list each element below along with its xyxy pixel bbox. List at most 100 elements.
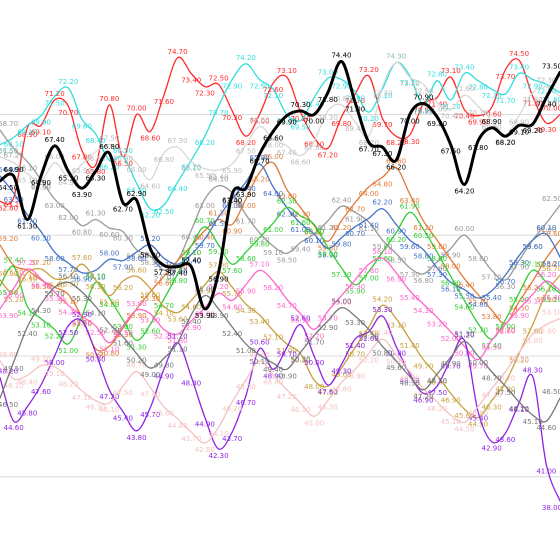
data-label: 52.60: [495, 328, 515, 336]
data-label: 71.60: [154, 98, 174, 106]
data-label: 67.80: [468, 144, 488, 152]
data-label: 50.20: [290, 357, 310, 365]
data-label: 45.40: [113, 415, 133, 423]
data-label: 48.90: [154, 372, 174, 380]
data-label: 47.50: [318, 389, 338, 397]
data-label: 57.40: [181, 257, 201, 265]
data-label: 56.30: [86, 283, 106, 291]
data-label: 59.60: [427, 243, 447, 251]
data-label: 52.60: [290, 315, 310, 323]
data-label: 72.10: [482, 92, 502, 100]
data-label: 61.90: [345, 215, 365, 223]
data-label: 57.60: [72, 254, 92, 262]
data-label: 60.20: [249, 236, 269, 244]
data-label: 69.60: [72, 122, 92, 130]
data-label: 66.20: [99, 163, 119, 171]
data-label: 59.80: [331, 241, 351, 249]
data-label: 63.00: [222, 202, 242, 210]
data-label: 50.30: [509, 355, 529, 363]
data-label: 51.30: [454, 330, 474, 338]
data-label: 58.00: [99, 249, 119, 257]
series-3: 66.5066.0065.1064.5066.0064.9065.9066.90…: [0, 53, 560, 192]
data-label: 46.90: [441, 396, 461, 404]
data-label: 64.90: [4, 166, 24, 174]
data-label: 62.20: [140, 212, 160, 220]
data-label: 48.70: [482, 375, 502, 383]
data-label: 59.60: [542, 230, 560, 238]
data-label: 67.00: [72, 154, 92, 162]
data-label: 61.10: [359, 225, 379, 233]
data-label: 58.00: [441, 262, 461, 270]
data-label: 60.70: [345, 230, 365, 238]
data-label: 55.20: [536, 296, 556, 304]
data-label: 43.70: [222, 435, 242, 443]
data-label: 53.10: [386, 322, 406, 330]
data-label: 59.10: [181, 249, 201, 257]
data-label: 60.40: [181, 233, 201, 241]
data-label: 46.20: [509, 405, 529, 413]
data-label: 59.80: [249, 241, 269, 249]
data-label: 48.30: [400, 380, 420, 388]
data-label: 56.80: [168, 277, 188, 285]
data-label: 56.40: [45, 282, 65, 290]
series-line: [0, 317, 560, 444]
data-label: 42.30: [209, 452, 229, 460]
data-label: 55.70: [45, 290, 65, 298]
data-label: 53.30: [345, 319, 365, 327]
data-label: 67.80: [304, 144, 324, 152]
data-label: 60.10: [536, 224, 556, 232]
data-label: 73.10: [400, 80, 420, 88]
data-label: 62.30: [277, 197, 297, 205]
data-label: 69.90: [468, 119, 488, 127]
data-label: 62.70: [113, 206, 133, 214]
data-label: 72.30: [372, 90, 392, 98]
data-label: 69.20: [523, 127, 543, 135]
data-label: 68.40: [86, 137, 106, 145]
data-label: 62.40: [331, 196, 351, 204]
data-label: 46.90: [413, 396, 433, 404]
data-label: 54.60: [454, 303, 474, 311]
data-label: 56.20: [536, 271, 556, 279]
data-label: 54.80: [99, 301, 119, 309]
data-label: 51.10: [99, 346, 119, 354]
data-label: 49.60: [386, 364, 406, 372]
series-0: 64.5064.9061.3064.9067.4065.3063.9065.30…: [0, 51, 560, 320]
data-label: 59.20: [209, 248, 229, 256]
data-label: 50.70: [277, 351, 297, 359]
data-label: 60.60: [99, 231, 119, 239]
data-label: 70.70: [468, 109, 488, 117]
data-label: 54.20: [372, 295, 392, 303]
series-line: [0, 257, 560, 361]
data-label: 73.50: [542, 62, 560, 70]
data-label: 52.60: [523, 328, 543, 336]
data-label: 60.10: [304, 237, 324, 245]
data-label: 59.60: [400, 243, 420, 251]
data-label: 41.00: [536, 468, 556, 476]
data-label: 58.60: [127, 255, 147, 263]
data-label: 64.90: [58, 179, 78, 187]
data-label: 66.20: [181, 163, 201, 171]
data-label: 50.20: [359, 357, 379, 365]
data-label: 71.50: [45, 99, 65, 107]
series-line: [0, 61, 560, 211]
data-label: 73.10: [277, 67, 297, 75]
data-label: 69.10: [31, 128, 51, 136]
data-label: 72.10: [372, 92, 392, 100]
data-label: 70.40: [454, 113, 474, 121]
data-label: 55.40: [400, 294, 420, 302]
data-label: 71.40: [304, 101, 324, 109]
data-label: 59.60: [372, 243, 392, 251]
data-label: 67.70: [359, 145, 379, 153]
series-layer: 62.8063.1068.9069.1071.2070.7067.0065.80…: [0, 48, 560, 512]
data-label: 70.00: [304, 118, 324, 126]
data-label: 71.80: [523, 96, 543, 104]
data-label: 65.20: [249, 175, 269, 183]
data-label: 72.80: [468, 84, 488, 92]
data-label: 50.80: [372, 349, 392, 357]
data-label: 71.80: [318, 96, 338, 104]
data-label: 51.70: [304, 338, 324, 346]
data-label: 46.30: [318, 404, 338, 412]
data-label: 57.10: [523, 260, 543, 268]
data-label: 70.80: [331, 95, 351, 103]
data-label: 44.10: [209, 430, 229, 438]
